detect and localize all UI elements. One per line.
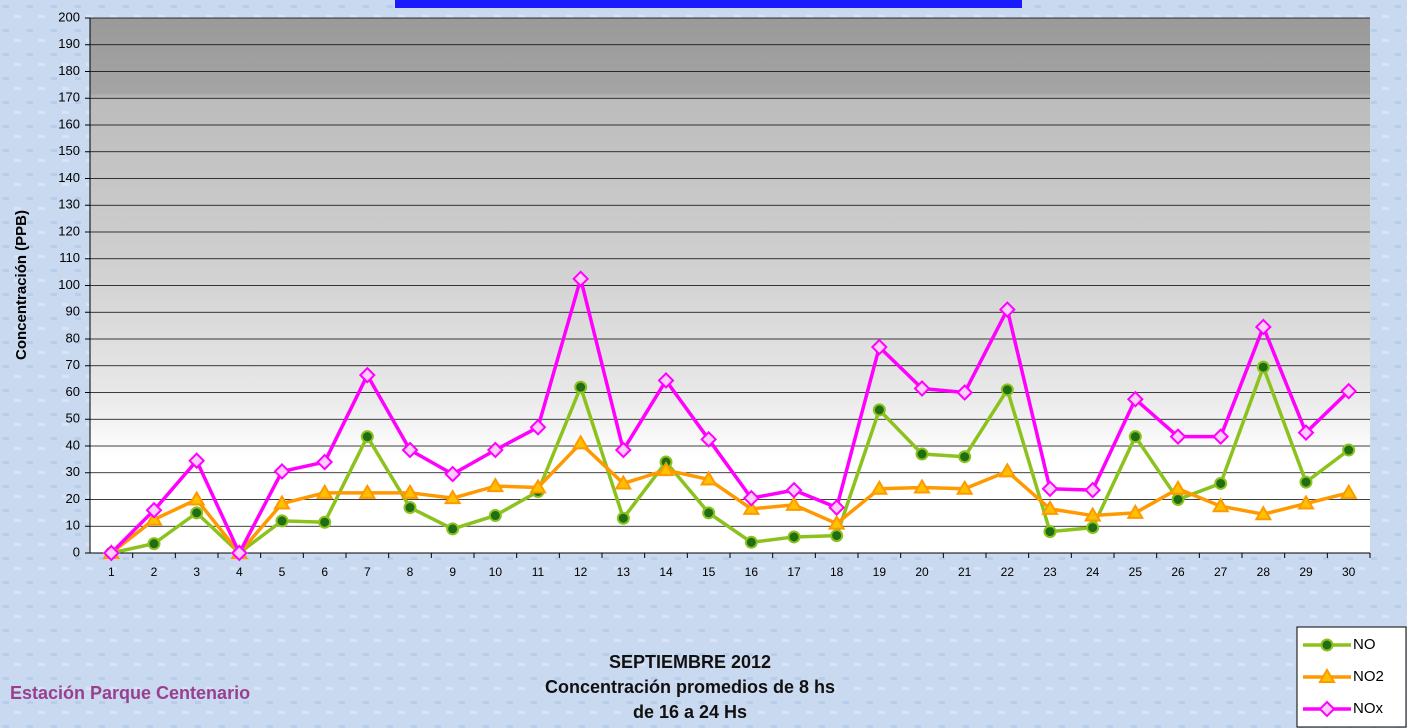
y-tick-label: 170 (58, 90, 80, 105)
legend-marker (1322, 640, 1333, 651)
x-tick-label: 25 (1129, 565, 1143, 579)
x-tick-label: 29 (1299, 565, 1313, 579)
x-tick-label: 14 (659, 565, 673, 579)
y-tick-label: 180 (58, 63, 80, 78)
data-point (1258, 362, 1269, 373)
data-point (191, 507, 202, 518)
data-point (917, 449, 928, 460)
legend-label: NO2 (1353, 668, 1384, 685)
y-tick-label: 70 (66, 357, 80, 372)
data-point (447, 523, 458, 534)
data-point (618, 513, 629, 524)
x-tick-label: 8 (407, 565, 414, 579)
y-tick-label: 160 (58, 116, 80, 131)
legend-label: NOx (1353, 700, 1384, 717)
y-tick-label: 30 (66, 464, 80, 479)
y-tick-label: 40 (66, 437, 80, 452)
data-point (1343, 445, 1354, 456)
x-tick-label: 28 (1257, 565, 1271, 579)
data-point (831, 530, 842, 541)
y-tick-label: 110 (59, 250, 80, 265)
y-tick-label: 140 (58, 170, 80, 185)
y-tick-label: 80 (66, 330, 80, 345)
data-point (1087, 522, 1098, 533)
x-tick-label: 2 (151, 565, 158, 579)
x-tick-label: 18 (830, 565, 844, 579)
x-tick-label: 24 (1086, 565, 1100, 579)
y-tick-label: 0 (73, 544, 80, 559)
data-point (490, 510, 501, 521)
top-bar (395, 0, 1022, 8)
x-tick-label: 23 (1043, 565, 1057, 579)
data-point (789, 531, 800, 542)
data-point (874, 404, 885, 415)
y-tick-label: 20 (66, 491, 80, 506)
x-tick-label: 15 (702, 565, 716, 579)
x-tick-label: 12 (574, 565, 588, 579)
y-tick-label: 200 (58, 9, 80, 24)
data-point (703, 507, 714, 518)
data-point (1045, 526, 1056, 537)
x-tick-label: 7 (364, 565, 371, 579)
y-tick-label: 100 (58, 277, 80, 292)
y-tick-label: 10 (66, 518, 80, 533)
station-label: Estación Parque Centenario (10, 683, 250, 703)
y-axis-label: Concentración (PPB) (13, 210, 30, 360)
x-tick-label: 22 (1001, 565, 1015, 579)
data-point (746, 537, 757, 548)
x-tick-label: 27 (1214, 565, 1228, 579)
x-tick-label: 16 (745, 565, 759, 579)
data-point (405, 502, 416, 513)
chart: Concentración (PPB) SEPTIEMBRE 2012 Conc… (0, 0, 1407, 728)
y-tick-label: 50 (66, 411, 80, 426)
data-point (1301, 477, 1312, 488)
x-tick-label: 4 (236, 565, 243, 579)
x-tick-label: 17 (787, 565, 801, 579)
y-tick-label: 150 (58, 143, 80, 158)
data-point (959, 451, 970, 462)
y-tick-label: 130 (58, 197, 80, 212)
data-point (277, 515, 288, 526)
x-tick-label: 21 (958, 565, 972, 579)
chart-title: SEPTIEMBRE 2012 (609, 652, 771, 672)
x-tick-label: 5 (279, 565, 286, 579)
data-point (1002, 384, 1013, 395)
y-tick-label: 60 (66, 384, 80, 399)
x-tick-label: 9 (449, 565, 456, 579)
chart-title: Concentración promedios de 8 hs (545, 677, 835, 697)
x-tick-label: 11 (532, 565, 545, 579)
x-tick-label: 1 (108, 565, 115, 579)
y-tick-label: 120 (58, 223, 80, 238)
data-point (1215, 478, 1226, 489)
x-tick-label: 3 (193, 565, 200, 579)
data-point (149, 538, 160, 549)
x-tick-label: 30 (1342, 565, 1356, 579)
x-tick-label: 13 (617, 565, 631, 579)
chart-title: de 16 a 24 Hs (633, 702, 747, 722)
x-tick-label: 10 (489, 565, 503, 579)
data-point (575, 382, 586, 393)
x-tick-label: 26 (1171, 565, 1185, 579)
page: {"chart_data": { "type": "line", "y_labe… (0, 0, 1407, 728)
x-tick-label: 6 (321, 565, 328, 579)
legend-label: NO (1353, 636, 1376, 653)
y-tick-label: 90 (66, 304, 80, 319)
data-point (1173, 494, 1184, 505)
x-tick-label: 20 (915, 565, 929, 579)
y-tick-label: 190 (58, 36, 80, 51)
x-tick-label: 19 (873, 565, 887, 579)
data-point (362, 431, 373, 442)
data-point (1130, 431, 1141, 442)
data-point (319, 517, 330, 528)
